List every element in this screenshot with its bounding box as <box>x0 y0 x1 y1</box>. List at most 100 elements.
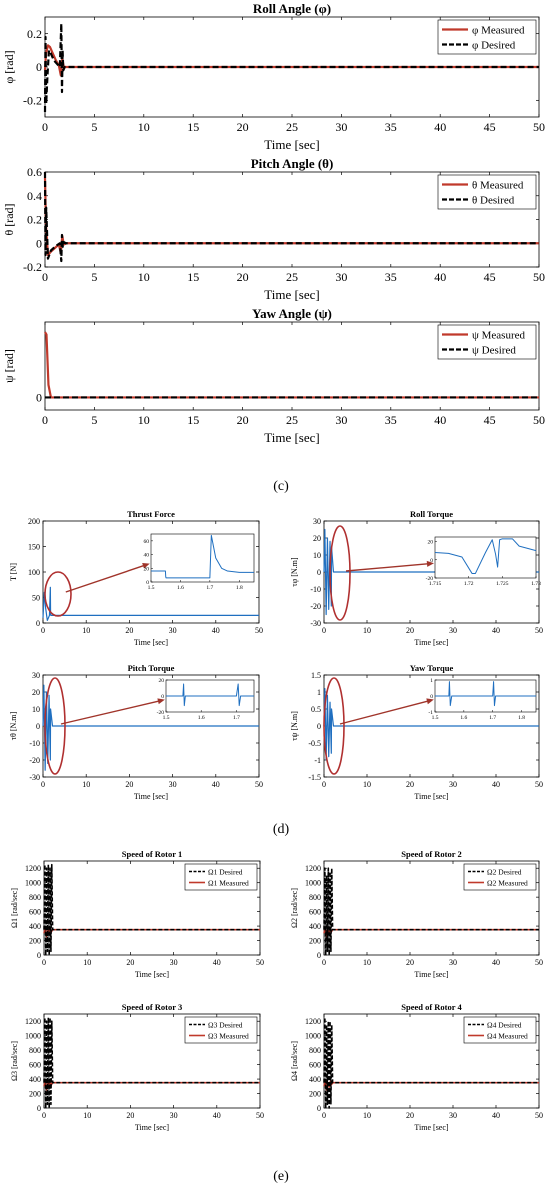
x-tick-label: 20 <box>126 1111 134 1120</box>
x-tick-label: 15 <box>187 270 199 284</box>
x-tick-label: 45 <box>484 413 496 427</box>
inset-x-tick-label: 1.72 <box>464 581 474 587</box>
x-tick-label: 20 <box>126 958 134 967</box>
y-tick-label: 0 <box>317 951 321 960</box>
x-tick-label: 0 <box>322 626 326 635</box>
inset-y-tick-label: 20 <box>144 566 150 572</box>
x-tick-label: 40 <box>492 626 500 635</box>
x-tick-label: 40 <box>212 626 220 635</box>
y-tick-label: 200 <box>29 936 41 945</box>
legend-label: ψ Desired <box>472 345 516 357</box>
x-tick-label: 15 <box>187 120 199 134</box>
inset-x-tick-label: 1.5 <box>432 715 439 721</box>
inset-x-tick-label: 1.6 <box>198 715 205 721</box>
x-tick-label: 50 <box>533 413 545 427</box>
legend-label: Ω1 Measured <box>208 879 249 888</box>
x-tick-label: 10 <box>363 1111 371 1120</box>
x-axis-label: Time [sec] <box>414 638 448 647</box>
chart-title: Speed of Rotor 1 <box>122 849 183 859</box>
inset-x-tick-label: 1.725 <box>496 581 509 587</box>
x-tick-label: 45 <box>484 270 496 284</box>
x-tick-label: 30 <box>449 780 457 789</box>
inset-y-tick-label: 60 <box>144 539 150 545</box>
y-tick-label: 20 <box>32 688 40 697</box>
inset-y-tick-label: -20 <box>157 710 165 716</box>
y-tick-label: 0.2 <box>27 213 42 227</box>
zoom-arrowhead <box>157 698 165 705</box>
x-tick-label: 50 <box>535 1111 543 1120</box>
y-tick-label: -20 <box>29 756 40 765</box>
y-tick-label: 200 <box>28 517 40 526</box>
chart-rotor_4: 0 10 20 30 40 50 0 200 400 600 800 1000 1200 Speed of… <box>290 1002 543 1132</box>
legend-box <box>463 1016 537 1044</box>
zoom-ellipse <box>44 677 66 775</box>
y-tick-label: 150 <box>28 542 40 551</box>
x-tick-label: 20 <box>406 958 414 967</box>
x-axis-label: Time [sec] <box>264 287 320 302</box>
y-tick-label: 1000 <box>25 1031 41 1040</box>
legend-box <box>437 19 537 55</box>
x-tick-label: 5 <box>91 120 97 134</box>
zoom-arrowhead <box>426 560 434 567</box>
y-tick-label: -20 <box>310 602 321 611</box>
inset-y-tick-label: -20 <box>426 576 434 582</box>
inset-x-tick-label: 1.7 <box>206 585 213 591</box>
x-tick-label: 40 <box>492 780 500 789</box>
y-tick-label: 0 <box>37 1104 41 1113</box>
legend-label: θ Measured <box>472 180 524 192</box>
zoom-ellipse <box>44 571 72 617</box>
zoom-arrow <box>65 564 146 593</box>
x-axis-label: Time [sec] <box>414 792 448 801</box>
x-tick-label: 0 <box>41 626 45 635</box>
y-axis-label: τψ [N.m] <box>290 711 299 741</box>
zoom-ellipse <box>323 677 345 775</box>
x-tick-label: 30 <box>449 958 457 967</box>
y-tick-label: -0.2 <box>23 94 42 108</box>
y-axis-label: θ [rad] <box>2 203 16 235</box>
legend-label: Ω3 Measured <box>208 1032 249 1041</box>
y-axis-label: ψ [rad] <box>2 349 16 383</box>
x-tick-label: 10 <box>363 958 371 967</box>
x-tick-label: 10 <box>138 270 150 284</box>
inset-x-tick-label: 1.7 <box>233 715 240 721</box>
inset-x-tick-label: 1.5 <box>148 585 155 591</box>
y-tick-label: 200 <box>29 1089 41 1098</box>
figure-label-d: (d) <box>273 822 290 837</box>
inset-y-tick-label: 0 <box>146 580 149 586</box>
legend-box <box>437 324 537 360</box>
x-tick-label: 20 <box>237 120 249 134</box>
chart-title: Speed of Rotor 3 <box>122 1002 183 1012</box>
x-tick-label: 20 <box>406 780 414 789</box>
x-axis-label: Time [sec] <box>414 1123 448 1132</box>
inset-x-tick-label: 1.5 <box>163 715 170 721</box>
legend-label: φ Measured <box>472 25 525 37</box>
figure-label-e: (e) <box>273 1169 289 1184</box>
y-tick-label: 400 <box>309 922 321 931</box>
zoom-arrow <box>345 562 430 572</box>
x-tick-label: 10 <box>363 780 371 789</box>
series-line-blue <box>323 688 539 761</box>
chart-rotor_1: 0 10 20 30 40 50 0 200 400 600 800 1000 1200 Speed of… <box>10 849 264 979</box>
chart-title: Pitch Torque <box>128 663 175 673</box>
x-tick-label: 45 <box>484 120 496 134</box>
legend-box <box>184 863 258 891</box>
chart-title: Speed of Rotor 2 <box>401 849 462 859</box>
y-tick-label: 20 <box>313 534 321 543</box>
x-tick-label: 10 <box>363 626 371 635</box>
x-tick-label: 30 <box>170 1111 178 1120</box>
y-tick-label: 0.4 <box>27 189 42 203</box>
legend-label: Ω1 Desired <box>208 868 243 877</box>
y-tick-label: 0 <box>36 236 42 250</box>
x-tick-label: 0 <box>42 413 48 427</box>
x-tick-label: 20 <box>406 1111 414 1120</box>
x-axis-label: Time [sec] <box>134 638 168 647</box>
inset-y-tick-label: 0 <box>430 694 433 700</box>
y-tick-label: 400 <box>29 1075 41 1084</box>
y-axis-label: Ω3 [rad/sec] <box>10 1041 19 1081</box>
x-tick-label: 30 <box>449 626 457 635</box>
x-tick-label: 15 <box>187 413 199 427</box>
